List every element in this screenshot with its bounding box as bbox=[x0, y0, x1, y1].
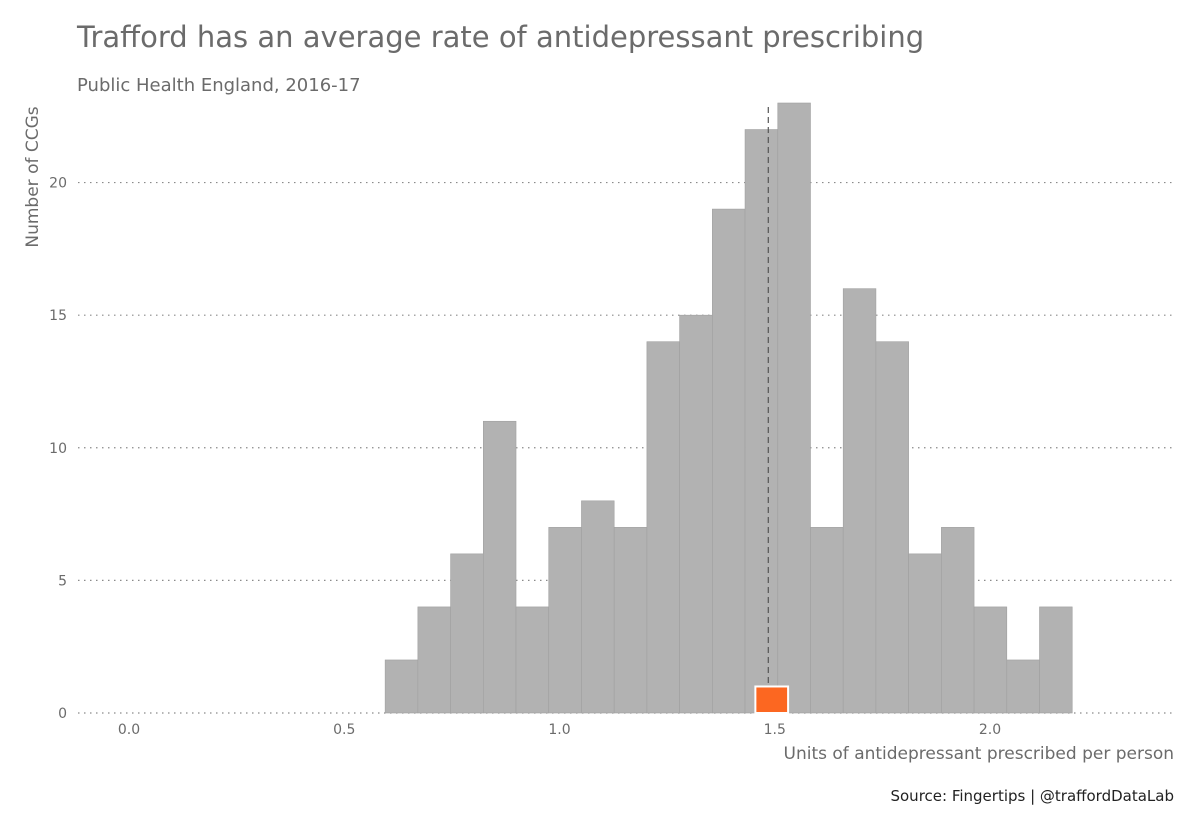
histogram-bar bbox=[1039, 606, 1073, 714]
histogram-bar bbox=[548, 527, 582, 714]
highlight-bar-trafford bbox=[754, 685, 790, 715]
y-tick-label: 15 bbox=[49, 308, 67, 324]
histogram-bar bbox=[810, 527, 844, 714]
y-tick-label: 20 bbox=[49, 176, 67, 192]
x-tick-label: 0.5 bbox=[333, 722, 355, 738]
histogram-bar bbox=[777, 102, 811, 714]
y-axis-title: Number of CCGs bbox=[23, 106, 43, 247]
histogram-bars bbox=[384, 102, 1073, 714]
highlight-layer bbox=[754, 103, 790, 715]
histogram-bar bbox=[581, 500, 615, 714]
chart-subtitle: Public Health England, 2016-17 bbox=[77, 75, 361, 96]
chart-title: Trafford has an average rate of antidepr… bbox=[77, 20, 925, 54]
x-tick-label: 1.0 bbox=[548, 722, 570, 738]
x-tick-label: 0.0 bbox=[118, 722, 140, 738]
y-axis-ticks: 0 5 10 15 20 bbox=[49, 176, 67, 722]
histogram-bar bbox=[483, 420, 517, 714]
histogram-bar bbox=[515, 606, 550, 714]
histogram-bar bbox=[908, 553, 942, 714]
chart-caption: Source: Fingertips | @traffordDataLab bbox=[890, 787, 1174, 805]
x-axis-title: Units of antidepressant prescribed per p… bbox=[784, 744, 1174, 764]
histogram-bar bbox=[646, 341, 680, 714]
x-tick-label: 1.5 bbox=[764, 722, 786, 738]
histogram-bar bbox=[679, 314, 713, 714]
histogram-bar bbox=[450, 553, 484, 714]
y-tick-label: 5 bbox=[58, 573, 67, 589]
x-axis-ticks: 0.0 0.5 1.0 1.5 2.0 bbox=[118, 722, 1001, 738]
histogram-bar bbox=[875, 341, 909, 714]
histogram-bar bbox=[744, 129, 779, 714]
x-tick-label: 2.0 bbox=[979, 722, 1001, 738]
histogram-bar bbox=[417, 606, 451, 714]
histogram-bar bbox=[1006, 659, 1040, 714]
histogram-bar bbox=[712, 208, 746, 714]
y-tick-label: 0 bbox=[58, 706, 67, 722]
histogram-bar bbox=[613, 527, 648, 714]
histogram-bar bbox=[973, 606, 1008, 714]
y-tick-label: 10 bbox=[49, 441, 67, 457]
histogram-bar bbox=[384, 659, 419, 714]
histogram-bar bbox=[941, 527, 975, 714]
histogram-bar bbox=[842, 288, 877, 714]
